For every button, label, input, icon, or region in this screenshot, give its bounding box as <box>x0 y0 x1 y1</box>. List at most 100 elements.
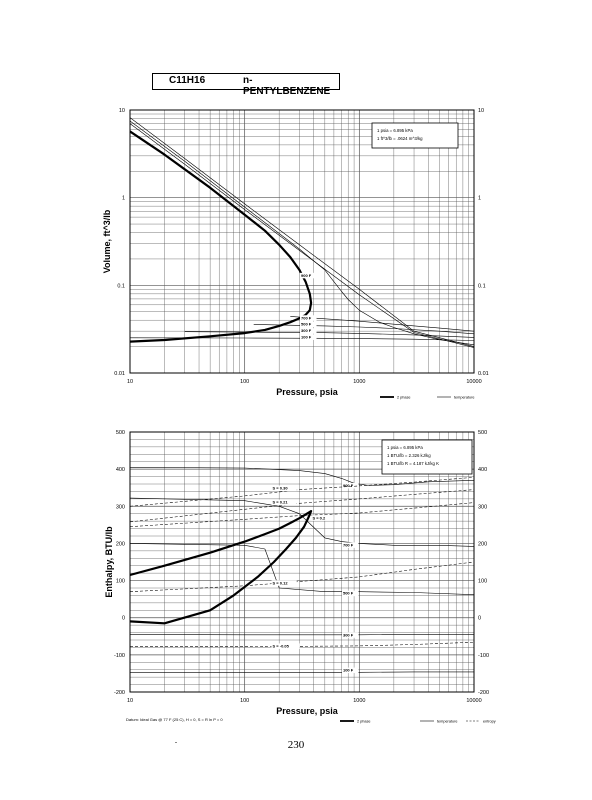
page-number: 230 <box>287 739 305 751</box>
conversion-box: 1 psia = 6.895 kPa 1 ft^3/lb = .0624 m^3/… <box>371 122 459 149</box>
x-tick-label: 10 <box>127 379 133 385</box>
conversion-box: 1 psia = 6.895 kPa 1 BTU/lb = 2.326 kJ/kg… <box>381 439 473 475</box>
series-label: 500 F <box>343 591 354 596</box>
legend-label: entropy <box>483 720 496 724</box>
conversion-text: 1 ft^3/lb = .0624 m^3/kg <box>377 136 423 141</box>
series-label-bg <box>271 643 300 649</box>
y-tick-label-left: 0.01 <box>114 371 125 377</box>
series-label-bg <box>311 515 334 521</box>
series-label-bg <box>271 485 297 492</box>
legend-label: 2 phase <box>357 720 371 724</box>
legend-label: temperature <box>454 396 474 400</box>
temperature-line <box>129 543 475 595</box>
conversion-box-frame <box>381 439 473 475</box>
series-label: S = 0.2 <box>312 515 326 520</box>
series-label-bg <box>271 580 297 586</box>
compound-formula: C11H16 <box>169 75 206 86</box>
conversion-box-frame <box>371 122 459 149</box>
y-tick-label-left: 400 <box>116 467 125 473</box>
y-tick-label-right: 300 <box>478 504 487 510</box>
y-tick-label-left: 1 <box>122 196 125 202</box>
y-tick-label-right: 10 <box>478 108 484 114</box>
y-tick-label-right: 0.01 <box>478 371 489 377</box>
volume-chart: 10 100 1000 10000 0.01 0.01 0.1 0.1 1 1 10 10 Pressu… <box>102 108 489 400</box>
y-tick-label-right: -100 <box>478 653 489 659</box>
conversion-text: 1 BTU/lb R = 4.187 kJ/kg K <box>387 461 439 466</box>
x-tick-label: 10000 <box>466 698 481 704</box>
temperature-line <box>129 467 475 486</box>
y-tick-label-right: 400 <box>478 467 487 473</box>
series-label-bg <box>300 328 317 334</box>
y-tick-label-left: 300 <box>116 504 125 510</box>
x-tick-label: 10000 <box>466 379 481 385</box>
series-label-bg <box>300 272 317 279</box>
series-label-bg <box>300 315 317 321</box>
y-tick-label-right: 100 <box>478 579 487 585</box>
legend: 2 phase temperature <box>380 396 474 400</box>
compound-name: n-PENTYLBENZENE <box>243 75 331 97</box>
y-tick-label-right: 500 <box>478 430 487 436</box>
legend-label: temperature <box>437 720 457 724</box>
y-tick-label-left: 0.1 <box>117 283 125 289</box>
y-tick-label-left: 200 <box>116 541 125 547</box>
entropy-line <box>129 477 475 507</box>
scan-mark <box>175 742 177 743</box>
entropy-line <box>130 641 475 647</box>
datum-note: Datum: Ideal Gas @ 77 F (25 C), H = 0, S… <box>126 717 223 722</box>
enthalpy-chart: 10 100 1000 10000 -200 -200 -100 -100 0 0 100 100 20… <box>104 430 496 724</box>
series-label: 500 F <box>301 322 312 327</box>
series-label-bg <box>341 482 359 489</box>
temperature-line <box>129 123 475 348</box>
x-tick-label: 1000 <box>353 698 365 704</box>
series-label-bg <box>341 632 359 638</box>
y-tick-label-right: -200 <box>478 690 489 696</box>
series-label: 300 F <box>343 632 354 637</box>
series-label: S = 0.21 <box>273 500 289 505</box>
legend: 2 phase temperature entropy <box>340 720 496 724</box>
series-label: S = 0.30 <box>273 486 289 491</box>
series-label: 100 F <box>301 334 312 339</box>
y-axis-label: Volume, ft^3/lb <box>102 209 112 273</box>
grid <box>130 110 474 373</box>
series-label-bg <box>341 590 359 597</box>
y-tick-label-left: 100 <box>116 579 125 585</box>
series-label: 900 F <box>301 273 312 278</box>
chart-title-box: C11H16 n-PENTYLBENZENE <box>152 73 340 97</box>
two-phase-envelope <box>129 130 313 343</box>
temperature-line <box>130 671 474 673</box>
y-tick-label-left: -200 <box>114 690 125 696</box>
x-tick-label: 100 <box>240 379 249 385</box>
x-tick-label: 10 <box>127 698 133 704</box>
temperature-line <box>129 117 475 347</box>
y-tick-label-right: 1 <box>478 196 481 202</box>
two-phase-envelope <box>129 510 313 625</box>
temperature-line <box>129 337 475 341</box>
entropy-line <box>129 489 475 523</box>
entropy-line <box>129 561 475 592</box>
y-tick-label-left: 500 <box>116 430 125 436</box>
y-tick-label-right: 0 <box>478 616 481 622</box>
series-label: S = 0.12 <box>273 580 289 585</box>
series-label: 100 F <box>343 668 354 673</box>
temperature-line <box>290 316 475 332</box>
y-tick-label-right: 0.1 <box>478 283 486 289</box>
plot-frame <box>129 109 475 374</box>
x-axis-label: Pressure, psia <box>276 706 339 716</box>
series-label: 300 F <box>301 328 312 333</box>
x-tick-label: 100 <box>240 698 249 704</box>
y-tick-label-left: 0 <box>122 616 125 622</box>
series-label-bg <box>271 499 297 506</box>
x-axis-label: Pressure, psia <box>276 387 339 397</box>
series-label-bg <box>341 667 359 674</box>
entropy-line <box>129 502 475 527</box>
temperature-line <box>184 331 475 338</box>
series-label: S = -0.05 <box>273 643 290 648</box>
conversion-text: 1 psia = 6.895 kPa <box>377 128 413 133</box>
series-label: 700 F <box>343 542 354 547</box>
series-label-bg <box>300 334 317 340</box>
conversion-text: 1 BTU/lb = 2.326 kJ/kg <box>387 453 431 458</box>
temperature-line <box>129 497 475 547</box>
y-tick-label-left: -100 <box>114 653 125 659</box>
y-tick-label-right: 200 <box>478 541 487 547</box>
